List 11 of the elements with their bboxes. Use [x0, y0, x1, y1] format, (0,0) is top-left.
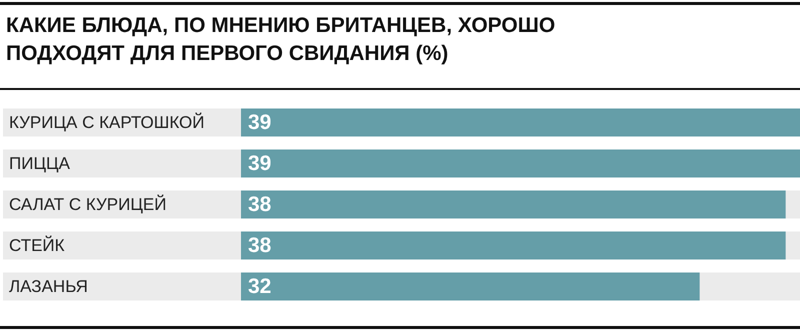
data-label: 39 [248, 111, 272, 134]
y-tick-label: ЛАЗАНЬЯ [9, 277, 88, 296]
y-tick-label: ПИЦЦА [9, 154, 71, 173]
data-label: 32 [248, 275, 272, 298]
y-tick-label: КУРИЦА С КАРТОШКОЙ [9, 112, 204, 132]
chart-title: КАКИЕ БЛЮДА, ПО МНЕНИЮ БРИТАНЦЕВ, ХОРОШО ПОДХОДЯТ ДЛЯ ПЕРВОГО СВИДАНИЯ (%) [6, 13, 556, 67]
y-tick-label: САЛАТ С КУРИЦЕЙ [9, 194, 166, 214]
data-label: 39 [248, 152, 272, 175]
data-label: 38 [248, 193, 272, 216]
data-label: 38 [248, 234, 272, 257]
y-tick-label: СТЕЙК [9, 235, 65, 255]
